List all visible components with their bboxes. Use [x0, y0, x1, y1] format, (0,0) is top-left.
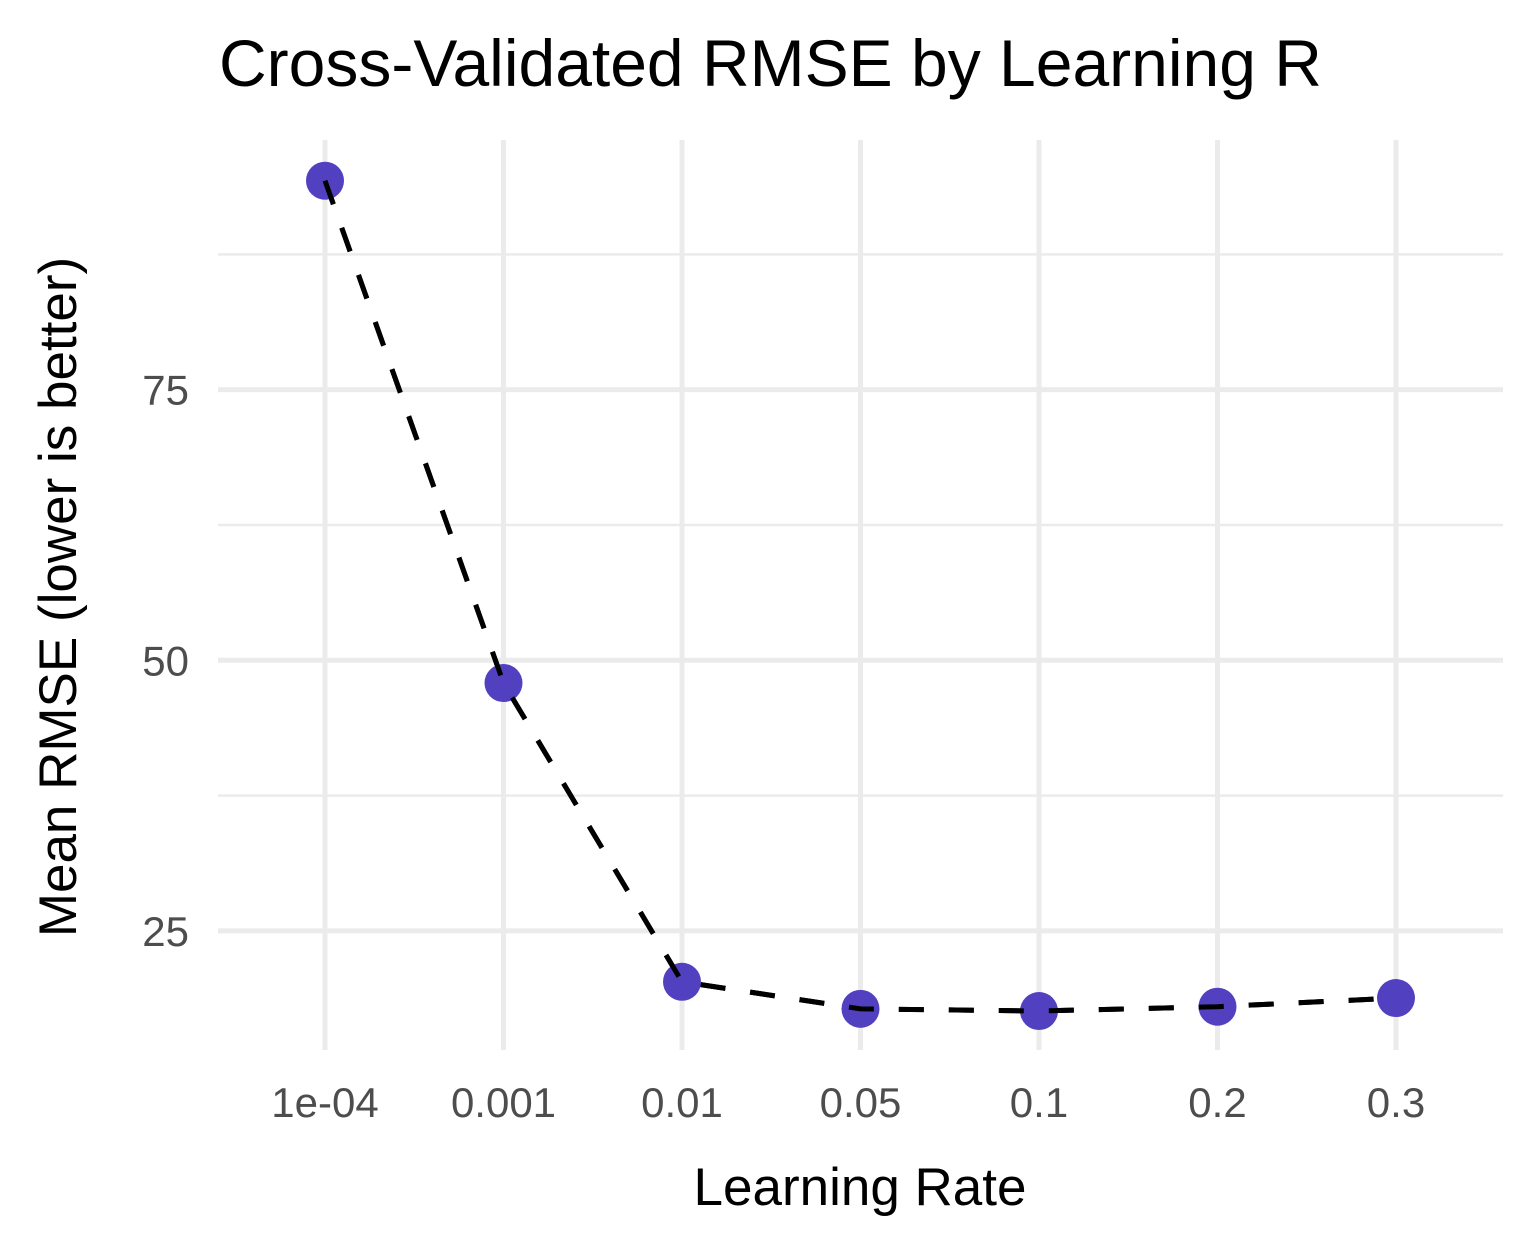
x-tick-label: 1e-04: [271, 1079, 378, 1126]
data-point: [1377, 979, 1415, 1018]
y-tick-label: 25: [142, 908, 189, 955]
data-point: [663, 962, 701, 1001]
series-line-overlay: [322, 179, 1397, 1014]
x-tick-label: 0.001: [451, 1079, 556, 1126]
chart-title: Cross-Validated RMSE by Learning R: [219, 26, 1322, 100]
data-point: [484, 664, 523, 703]
x-tick-label: 0.01: [641, 1079, 723, 1126]
y-tick-label: 75: [142, 367, 189, 414]
series-points: [306, 161, 1415, 1031]
x-tick-label: 0.2: [1188, 1079, 1246, 1126]
y-axis-title: Mean RMSE (lower is better): [29, 257, 88, 937]
y-tick-labels: 25 50 75: [142, 367, 189, 955]
vertical-gridlines: [322, 140, 1399, 1050]
x-tick-labels: 1e-04 0.001 0.01 0.05 0.1 0.2 0.3: [271, 1079, 1425, 1126]
x-tick-label: 0.1: [1010, 1079, 1068, 1126]
data-point: [1020, 992, 1058, 1031]
x-tick-label: 0.3: [1367, 1079, 1425, 1126]
x-axis-title: Learning Rate: [694, 1158, 1027, 1217]
x-tick-label: 0.05: [820, 1079, 902, 1126]
y-tick-label: 50: [142, 637, 189, 684]
